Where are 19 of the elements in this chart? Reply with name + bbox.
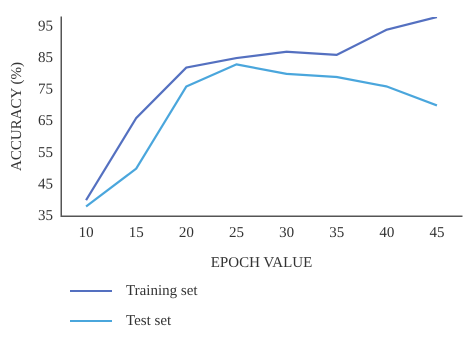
y-tick-label: 85 xyxy=(38,50,53,66)
y-tick-label: 55 xyxy=(38,144,53,161)
legend-label: Test set xyxy=(126,312,172,330)
x-tick-label: 45 xyxy=(429,224,444,241)
y-tick-label: 75 xyxy=(38,82,53,98)
x-tick-label: 30 xyxy=(279,224,294,241)
y-tick-label: 35 xyxy=(38,208,53,224)
x-tick-label: 35 xyxy=(329,224,344,241)
y-tick-label: 45 xyxy=(38,176,53,192)
y-tick-label: 95 xyxy=(38,18,53,34)
x-tick-label: 25 xyxy=(228,224,244,241)
x-tick-label: 15 xyxy=(128,224,144,241)
y-tick-label: 65 xyxy=(38,113,53,130)
x-axis-title: EPOCH VALUE xyxy=(210,254,312,271)
x-tick-label: 40 xyxy=(379,224,394,241)
legend-label: Training set xyxy=(126,282,198,300)
x-tick-label: 20 xyxy=(178,224,194,241)
x-tick-label: 10 xyxy=(78,224,94,241)
y-axis-title: ACCURACY (%) xyxy=(8,62,25,172)
